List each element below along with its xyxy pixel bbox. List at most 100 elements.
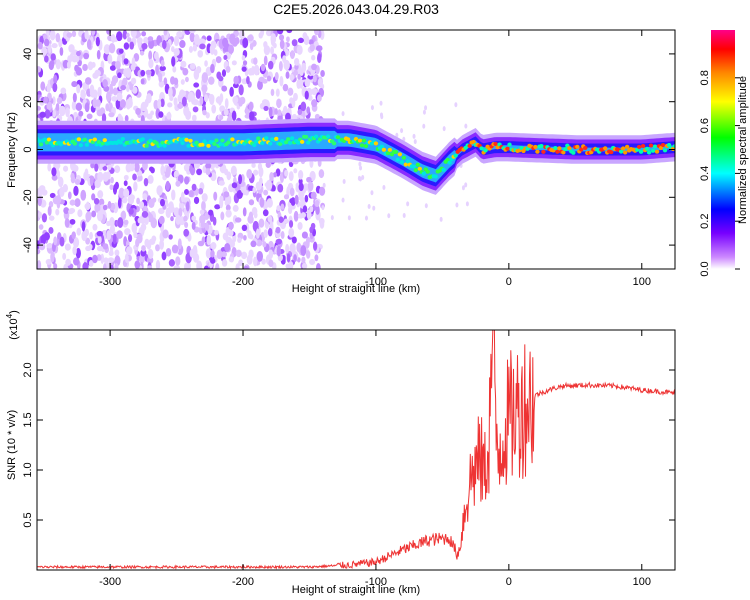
- spectrogram-peak: [200, 142, 205, 147]
- spectrogram-peak: [194, 140, 199, 145]
- spectrogram-cell: [65, 258, 71, 266]
- spectrogram-peak: [638, 149, 644, 154]
- spectrogram-peak: [425, 169, 430, 174]
- spectrogram-cell: [235, 249, 242, 258]
- spectrogram-cell: [143, 36, 149, 45]
- spectrogram-cell: [199, 95, 204, 106]
- spectrogram-cell: [253, 169, 259, 176]
- spectrogram-cell: [465, 201, 469, 207]
- spectrogram-cell: [64, 243, 71, 251]
- snr-x-label: Height of straight line (km): [292, 584, 420, 596]
- spectrogram-cell: [44, 55, 49, 63]
- spectrogram-cell: [95, 36, 100, 47]
- spectrogram-cell: [205, 168, 211, 176]
- spectrogram-cell: [276, 30, 284, 35]
- spectrogram-peak: [571, 150, 576, 155]
- spectrogram-cell: [55, 195, 62, 204]
- spectrogram-cell: [261, 258, 266, 265]
- spectrogram-peak: [652, 144, 658, 149]
- spectrogram-cell: [299, 68, 304, 77]
- spectrogram-cell: [173, 35, 180, 47]
- spectrogram-peak: [646, 150, 652, 155]
- spectrogram-cell: [71, 100, 77, 111]
- spectrogram-cell: [168, 87, 173, 98]
- spectrogram-peak: [144, 143, 149, 148]
- spectrogram-cell: [301, 256, 306, 264]
- spectrogram-cell: [314, 200, 320, 208]
- spectrogram-cell: [101, 113, 107, 123]
- spectrogram-peak: [345, 137, 351, 142]
- spectrogram-cell: [125, 84, 130, 92]
- spectrogram-cell: [127, 37, 132, 43]
- spectrogram-cell: [148, 50, 153, 61]
- spectrogram-cell: [135, 238, 140, 248]
- spectrogram-peak: [252, 143, 257, 148]
- spectrogram-peak: [100, 141, 105, 146]
- spectrogram-cell: [257, 80, 263, 91]
- spectrogram-cell: [224, 168, 229, 176]
- spectrogram-peak: [441, 167, 446, 172]
- spectrogram-cell: [241, 55, 246, 61]
- spectrogram-peak: [493, 141, 498, 146]
- spectrogram-peak: [162, 143, 167, 148]
- spectrogram-cell: [176, 31, 183, 38]
- spectrogram-cell: [233, 75, 239, 85]
- spectrogram-cell: [74, 179, 81, 186]
- spectrogram-cell: [46, 243, 53, 249]
- spectrogram-peak: [397, 152, 403, 157]
- spectrogram-cell: [166, 112, 172, 120]
- spectrogram-cell: [156, 185, 163, 196]
- spectrogram-cell: [67, 191, 72, 200]
- spectrogram-cell: [133, 230, 138, 239]
- spectrogram-cell: [272, 172, 278, 178]
- spectrogram-cell: [221, 85, 228, 92]
- spectrogram-peak: [567, 146, 572, 151]
- spectrogram-cell: [97, 86, 102, 98]
- spectrogram-cell: [106, 171, 111, 180]
- spectrogram-cell: [82, 82, 88, 90]
- spectrogram-cell: [75, 102, 83, 112]
- spectrogram-cell: [294, 194, 299, 205]
- spectrogram-cell: [162, 229, 169, 239]
- colorbar-tick-label: 0.6: [699, 118, 711, 133]
- spectrogram-cell: [160, 98, 165, 108]
- spectrogram-cell: [288, 205, 293, 215]
- spectrogram-peak: [180, 141, 185, 146]
- spectrogram-peak: [359, 143, 365, 148]
- spectrogram-cell: [282, 83, 289, 92]
- spectrogram-cell: [110, 176, 114, 184]
- spectrogram-cell: [306, 176, 312, 183]
- spectrogram-peak: [299, 139, 305, 144]
- spectrogram-cell: [45, 258, 52, 265]
- y-tick-label: 2.0: [22, 362, 34, 377]
- spectrogram-cell: [116, 31, 123, 42]
- spectrogram-cell: [96, 210, 104, 222]
- spectrogram-cell: [123, 180, 128, 187]
- spectrogram-cell: [133, 181, 138, 192]
- spectrogram-cell: [188, 165, 193, 173]
- spectrogram-peak: [118, 140, 123, 145]
- spectrogram-cell: [157, 98, 162, 109]
- spectrogram-cell: [189, 62, 196, 70]
- spectrogram-cell: [247, 34, 254, 42]
- spectrogram-cell: [65, 107, 70, 118]
- spectrogram-cell: [171, 56, 176, 67]
- spectrogram-cell: [241, 66, 247, 72]
- spectrogram-cell: [313, 241, 318, 251]
- spectrogram-cell: [293, 210, 299, 222]
- spectrogram-cell: [114, 60, 121, 70]
- spectrogram-cell: [238, 174, 243, 185]
- spectrogram-peak: [38, 142, 44, 147]
- spectrogram-cell: [184, 188, 189, 195]
- spectrogram-cell: [137, 174, 143, 182]
- snr-frame: [36, 329, 676, 571]
- spectrogram-cell: [72, 92, 77, 103]
- spectrogram-cell: [238, 30, 245, 39]
- spectrogram-cell: [148, 238, 156, 245]
- spectrogram-cell: [305, 238, 310, 249]
- x-tick-label: 100: [633, 276, 651, 288]
- spectrogram-cell: [201, 193, 208, 202]
- spectrogram-cell: [286, 253, 291, 263]
- spectrogram-cell: [102, 79, 108, 88]
